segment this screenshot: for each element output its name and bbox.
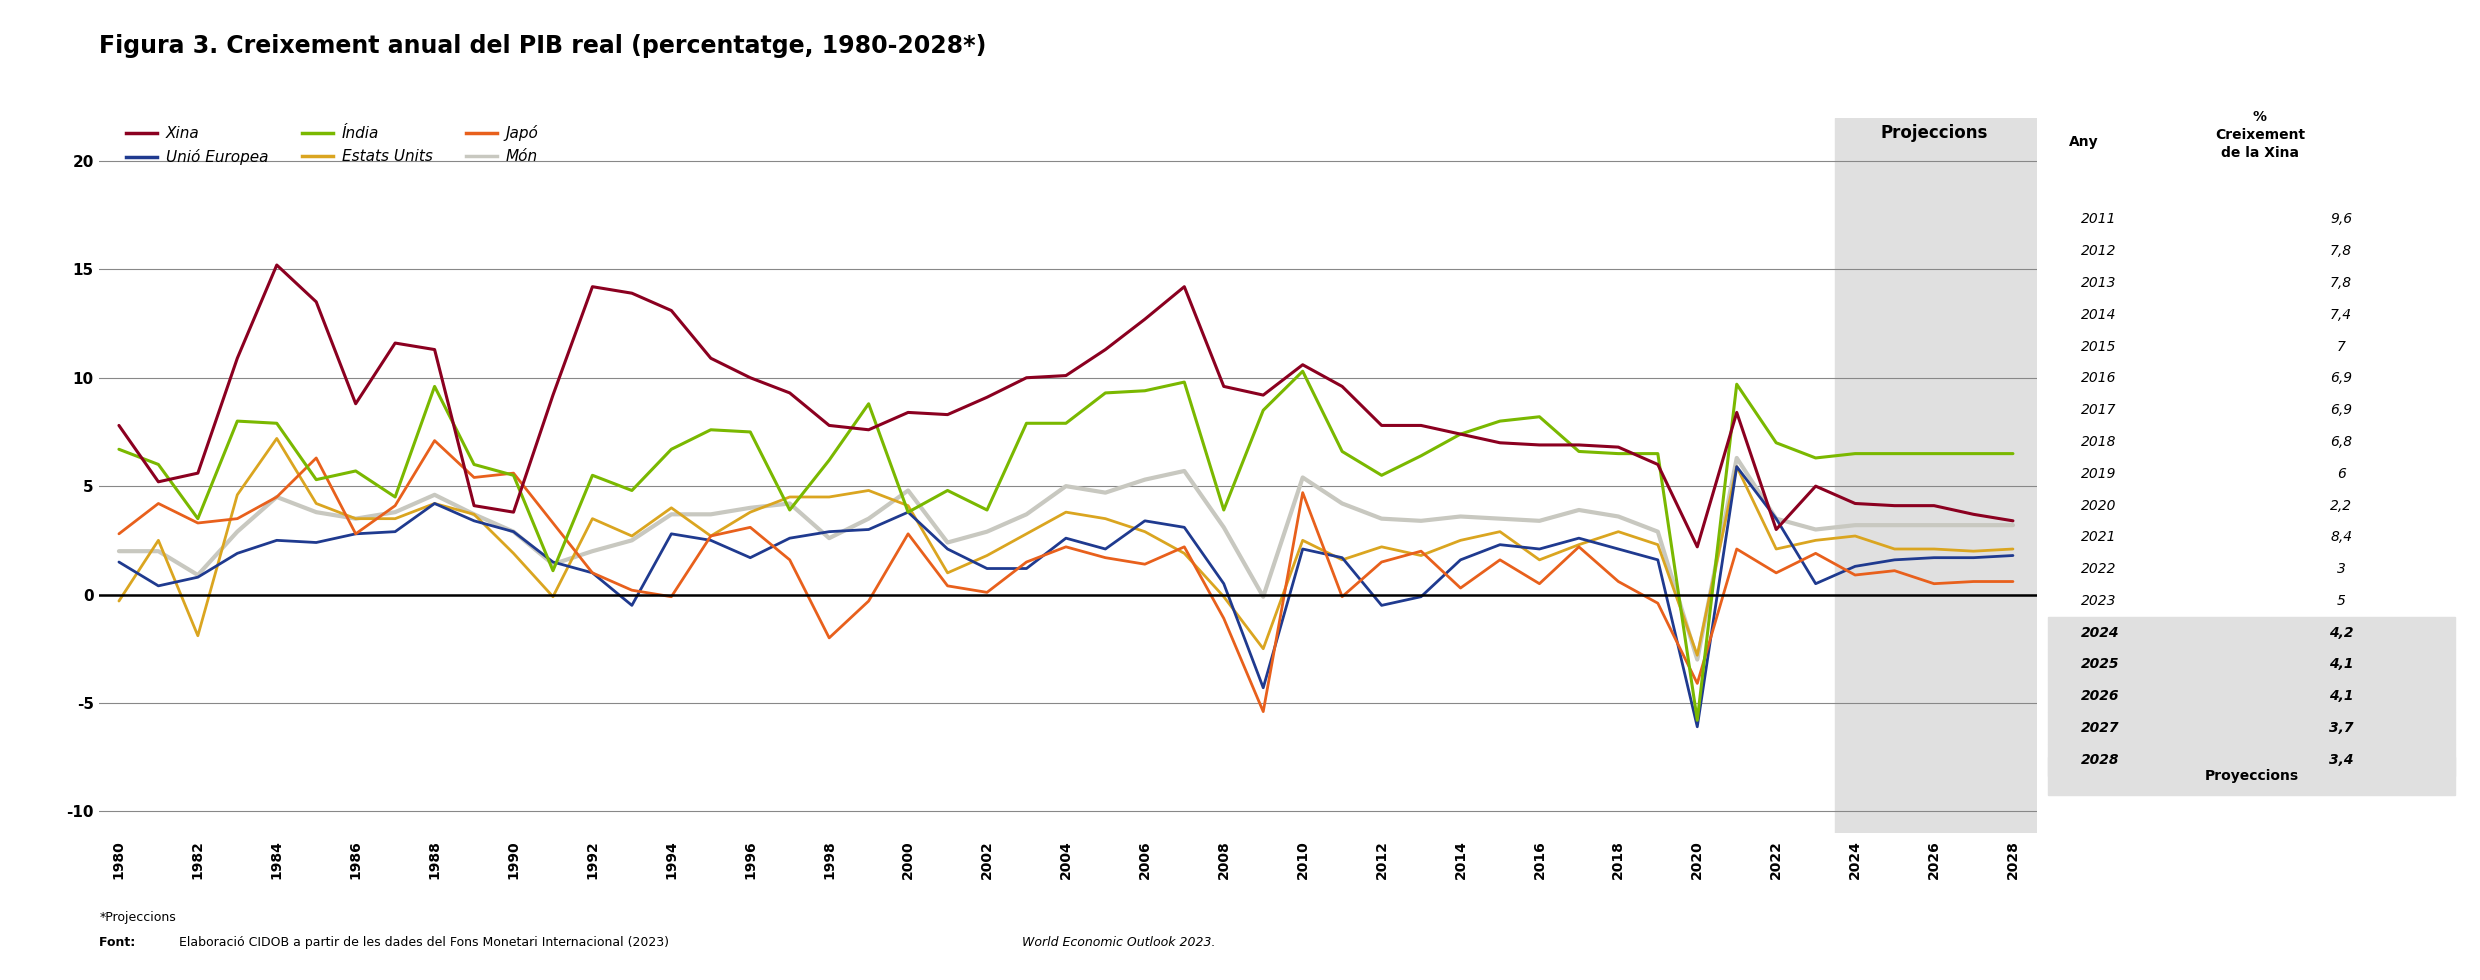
- Bar: [2048, 649, 2455, 680]
- Text: 2017: 2017: [2081, 403, 2115, 417]
- Bar: [1835, 118, 2036, 833]
- Text: Projeccions: Projeccions: [1880, 124, 1986, 142]
- Text: World Economic Outlook 2023.: World Economic Outlook 2023.: [1022, 936, 1215, 949]
- Text: 2022: 2022: [2081, 563, 2115, 576]
- Text: 5: 5: [2336, 594, 2346, 608]
- Text: 6,9: 6,9: [2331, 371, 2354, 385]
- Text: 7,4: 7,4: [2331, 308, 2354, 321]
- Text: Figura 3. Creixement anual del PIB real (percentatge, 1980-2028*): Figura 3. Creixement anual del PIB real …: [99, 34, 987, 58]
- Text: 8,4: 8,4: [2331, 530, 2354, 544]
- Text: 2023: 2023: [2081, 594, 2115, 608]
- Text: 4,1: 4,1: [2329, 658, 2354, 671]
- Text: 2028: 2028: [2081, 753, 2120, 767]
- Text: 2025: 2025: [2081, 658, 2120, 671]
- Bar: [2048, 616, 2455, 649]
- Text: 2026: 2026: [2081, 689, 2120, 704]
- Text: 7,8: 7,8: [2331, 276, 2354, 290]
- Text: 2024: 2024: [2081, 625, 2120, 640]
- Text: 2011: 2011: [2081, 213, 2115, 226]
- Text: 2014: 2014: [2081, 308, 2115, 321]
- Text: 6,8: 6,8: [2331, 435, 2354, 449]
- Text: 2027: 2027: [2081, 721, 2120, 735]
- Text: 2018: 2018: [2081, 435, 2115, 449]
- Text: 2016: 2016: [2081, 371, 2115, 385]
- Text: 3: 3: [2336, 563, 2346, 576]
- Text: 2,2: 2,2: [2331, 499, 2354, 513]
- Bar: [2048, 744, 2455, 776]
- Text: 2020: 2020: [2081, 499, 2115, 513]
- Text: 3,4: 3,4: [2329, 753, 2354, 767]
- Text: 6,9: 6,9: [2331, 403, 2354, 417]
- Legend: Xina, Unió Europea, Índia, Estats Units, Japó, Món: Xina, Unió Europea, Índia, Estats Units,…: [119, 120, 546, 171]
- Text: %
Creixement
de la Xina: % Creixement de la Xina: [2215, 111, 2304, 160]
- Bar: [2048, 680, 2455, 712]
- Text: *Projeccions: *Projeccions: [99, 911, 176, 924]
- Text: 2012: 2012: [2081, 244, 2115, 258]
- Text: 7: 7: [2336, 339, 2346, 354]
- Text: 2021: 2021: [2081, 530, 2115, 544]
- Text: 6: 6: [2336, 466, 2346, 481]
- Text: 4,2: 4,2: [2329, 625, 2354, 640]
- Text: 2015: 2015: [2081, 339, 2115, 354]
- Text: Any: Any: [2068, 135, 2098, 150]
- Text: Font:: Font:: [99, 936, 139, 949]
- Text: 2019: 2019: [2081, 466, 2115, 481]
- Text: 7,8: 7,8: [2331, 244, 2354, 258]
- Text: 4,1: 4,1: [2329, 689, 2354, 704]
- Text: 9,6: 9,6: [2331, 213, 2354, 226]
- Text: 3,7: 3,7: [2329, 721, 2354, 735]
- Text: 2013: 2013: [2081, 276, 2115, 290]
- Text: Proyeccions: Proyeccions: [2205, 768, 2299, 783]
- Bar: [2048, 757, 2455, 795]
- Bar: [2048, 712, 2455, 744]
- Text: Elaboració CIDOB a partir de les dades del Fons Monetari Internacional (2023): Elaboració CIDOB a partir de les dades d…: [179, 936, 672, 949]
